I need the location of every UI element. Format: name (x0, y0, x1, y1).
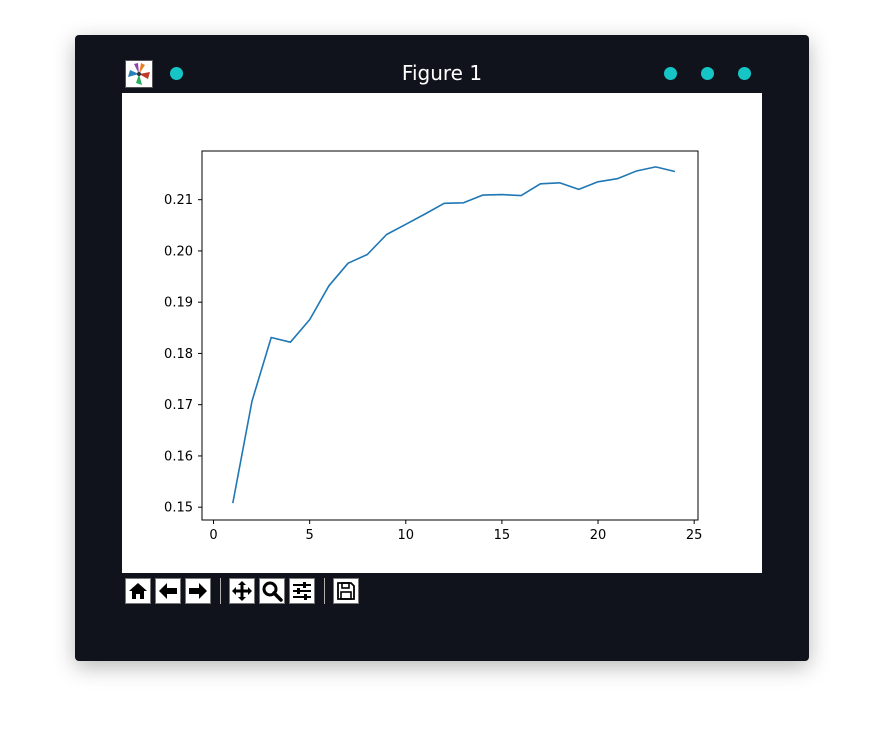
home-icon (129, 583, 147, 599)
minimize-button[interactable] (664, 67, 677, 80)
x-tick-label: 0 (209, 528, 217, 543)
x-tick-label: 10 (398, 528, 415, 543)
figure-canvas: 0 5 10 15 20 25 0.15 0.16 0.17 0.18 0.19 0.20 0.21 (122, 93, 762, 573)
y-tick-label: 0.21 (164, 193, 193, 208)
pan-button[interactable] (229, 578, 255, 604)
status-dot-icon (170, 67, 183, 80)
figure-window: Figure 1 0 5 10 15 20 25 0.15 0.16 0.17 0.18 0.19 0… (75, 35, 809, 661)
line-chart: 0 5 10 15 20 25 0.15 0.16 0.17 0.18 0.19 0.20 0.21 (164, 150, 703, 543)
arrow-right-icon (189, 583, 207, 599)
save-button[interactable] (333, 578, 359, 604)
y-tick-label: 0.20 (164, 244, 193, 259)
navigation-toolbar (125, 576, 363, 606)
maximize-button[interactable] (701, 67, 714, 80)
home-button[interactable] (125, 578, 151, 604)
forward-button[interactable] (185, 578, 211, 604)
save-icon (337, 582, 355, 600)
y-tick-label: 0.19 (164, 296, 193, 311)
x-tick-label: 20 (590, 528, 607, 543)
x-tick-label: 5 (306, 528, 314, 543)
toolbar-separator (324, 578, 325, 604)
y-tick-label: 0.17 (164, 398, 193, 413)
plot-frame (201, 150, 699, 521)
zoom-button[interactable] (259, 578, 285, 604)
x-tick-label: 25 (686, 528, 703, 543)
back-button[interactable] (155, 578, 181, 604)
y-tick-label: 0.16 (164, 449, 193, 464)
toolbar-separator (220, 578, 221, 604)
y-tick-label: 0.15 (164, 501, 193, 516)
arrow-left-icon (159, 583, 177, 599)
y-tick-label: 0.18 (164, 347, 193, 362)
sliders-icon (293, 582, 311, 600)
window-title: Figure 1 (401, 61, 483, 85)
x-tick-label: 15 (494, 528, 511, 543)
app-logo-icon (125, 60, 153, 88)
configure-button[interactable] (289, 578, 315, 604)
close-button[interactable] (738, 67, 751, 80)
zoom-icon (262, 581, 283, 602)
move-icon (232, 581, 252, 601)
series-line (232, 166, 676, 504)
